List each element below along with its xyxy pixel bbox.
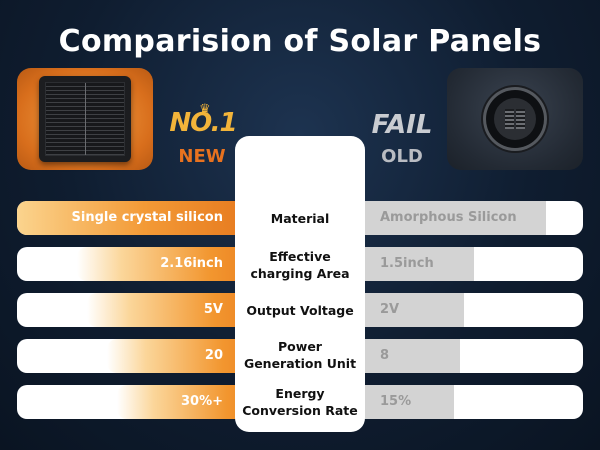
old-value: 8: [380, 348, 390, 363]
old-solar-panel-image: [447, 68, 583, 170]
new-value: Single crystal silicon: [71, 210, 223, 225]
new-value: 30%+: [180, 394, 223, 409]
criterion-label: Output Voltage: [246, 303, 354, 318]
new-value: 5V: [203, 302, 223, 317]
criterion-label: Energy Conversion Rate: [242, 386, 358, 418]
criterion-label: Material: [270, 211, 330, 226]
criteria-card: [235, 136, 365, 432]
crown-icon: ♛: [199, 102, 211, 117]
criterion-label: Power Generation Unit: [243, 339, 357, 371]
old-value: 1.5inch: [380, 256, 434, 271]
page-title: Comparision of Solar Panels: [58, 24, 542, 59]
new-value: 2.16inch: [160, 256, 223, 271]
square-solar-panel-icon: [39, 76, 131, 162]
fail-badge: FAIL: [371, 110, 433, 140]
new-label: NEW: [178, 146, 226, 167]
old-value: 15%: [380, 394, 412, 409]
new-value: 20: [204, 348, 223, 363]
old-value: Amorphous Silicon: [380, 210, 517, 225]
round-solar-panel-icon: [486, 90, 544, 148]
criterion-label: Effective charging Area: [250, 249, 350, 281]
old-value: 2V: [380, 302, 400, 317]
old-label: OLD: [381, 146, 423, 167]
new-solar-panel-image: [17, 68, 153, 170]
rank-badge: NO.1: [169, 108, 237, 138]
